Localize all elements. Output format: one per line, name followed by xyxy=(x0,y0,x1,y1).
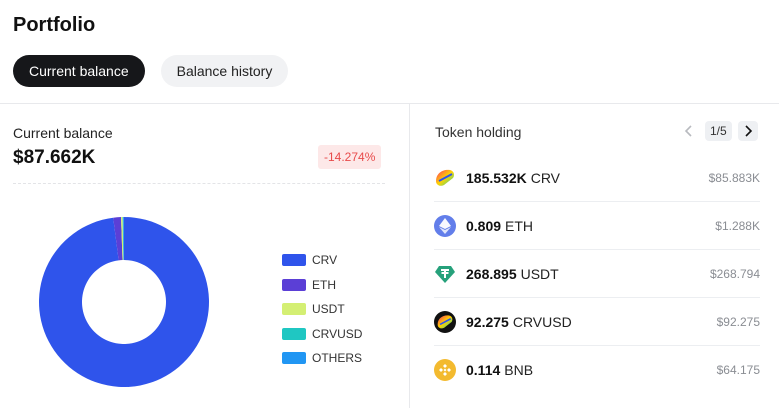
legend-swatch xyxy=(282,352,306,365)
dashed-divider xyxy=(13,183,385,184)
legend-item-others[interactable]: OTHERS xyxy=(282,346,362,371)
usdt-icon xyxy=(434,263,456,285)
legend-label: CRV xyxy=(312,253,338,268)
legend-swatch xyxy=(282,278,306,291)
legend-item-usdt[interactable]: USDT xyxy=(282,297,362,322)
token-usd-value: $85.883K xyxy=(708,170,760,185)
token-row-crvusd[interactable]: 92.275 CRVUSD $92.275 xyxy=(434,298,760,346)
token-amount: 268.895 xyxy=(466,265,517,282)
page-indicator: 1/5 xyxy=(705,121,732,141)
section-divider xyxy=(0,103,779,104)
chevron-left-icon xyxy=(684,125,692,137)
balance-label: Current balance xyxy=(13,125,113,141)
token-symbol: ETH xyxy=(505,217,534,234)
legend-item-crvusd[interactable]: CRVUSD xyxy=(282,322,362,347)
legend-label: CRVUSD xyxy=(312,326,363,341)
token-symbol: CRV xyxy=(530,169,561,186)
tab-balance-history[interactable]: Balance history xyxy=(160,55,289,87)
chart-legend: CRV ETH USDT CRVUSD OTHERS xyxy=(282,248,362,371)
panel-divider xyxy=(409,103,410,408)
crvusd-icon xyxy=(434,310,456,333)
token-usd-value: $64.175 xyxy=(716,363,760,377)
token-amount: 185.532K xyxy=(466,169,527,186)
pagination: 1/5 xyxy=(679,121,758,141)
page-title: Portfolio xyxy=(13,14,96,36)
token-usd-value: $268.794 xyxy=(709,266,760,281)
token-usd-value: $1.288K xyxy=(715,218,760,233)
legend-swatch xyxy=(282,254,306,267)
donut-slice-crvusd[interactable] xyxy=(122,217,124,261)
donut-slice-others[interactable] xyxy=(123,217,124,261)
prev-page-button[interactable] xyxy=(679,121,699,141)
token-symbol: CRVUSD xyxy=(512,313,572,330)
eth-icon xyxy=(434,214,456,237)
next-page-button[interactable] xyxy=(737,121,758,141)
token-row-bnb[interactable]: 0.114 BNB $64.175 xyxy=(434,346,760,394)
bnb-icon xyxy=(434,359,456,381)
legend-label: USDT xyxy=(312,302,345,317)
donut-slice-crv[interactable] xyxy=(39,217,210,387)
change-badge: -14.274% xyxy=(318,145,382,169)
token-holding-title: Token holding xyxy=(435,124,522,140)
token-row-crv[interactable]: 185.532K CRV $85.883K xyxy=(434,154,760,202)
token-symbol: BNB xyxy=(504,362,534,378)
token-amount: 0.809 xyxy=(466,217,502,234)
token-amount: 0.114 xyxy=(466,362,501,378)
balance-value: $87.662K xyxy=(13,147,96,168)
token-row-usdt[interactable]: 268.895 USDT $268.794 xyxy=(434,250,760,298)
legend-swatch xyxy=(282,303,306,316)
chevron-right-icon xyxy=(745,125,752,137)
crv-icon xyxy=(434,167,456,189)
donut-chart xyxy=(39,217,210,387)
donut-slice-usdt[interactable] xyxy=(121,217,124,261)
token-symbol: USDT xyxy=(520,265,559,282)
tab-current-balance[interactable]: Current balance xyxy=(13,55,145,87)
token-usd-value: $92.275 xyxy=(716,314,760,329)
token-amount: 92.275 xyxy=(466,313,509,330)
legend-swatch xyxy=(282,327,306,340)
token-row-eth[interactable]: 0.809 ETH $1.288K xyxy=(434,202,760,250)
legend-label: OTHERS xyxy=(312,351,363,366)
legend-item-eth[interactable]: ETH xyxy=(282,273,362,298)
tab-bar: Current balance Balance history xyxy=(13,55,289,87)
legend-item-crv[interactable]: CRV xyxy=(282,248,362,273)
legend-label: ETH xyxy=(312,277,336,292)
donut-slice-eth[interactable] xyxy=(113,217,123,261)
token-list: 185.532K CRV $85.883K 0.809 ETH $1.288K … xyxy=(434,154,760,394)
